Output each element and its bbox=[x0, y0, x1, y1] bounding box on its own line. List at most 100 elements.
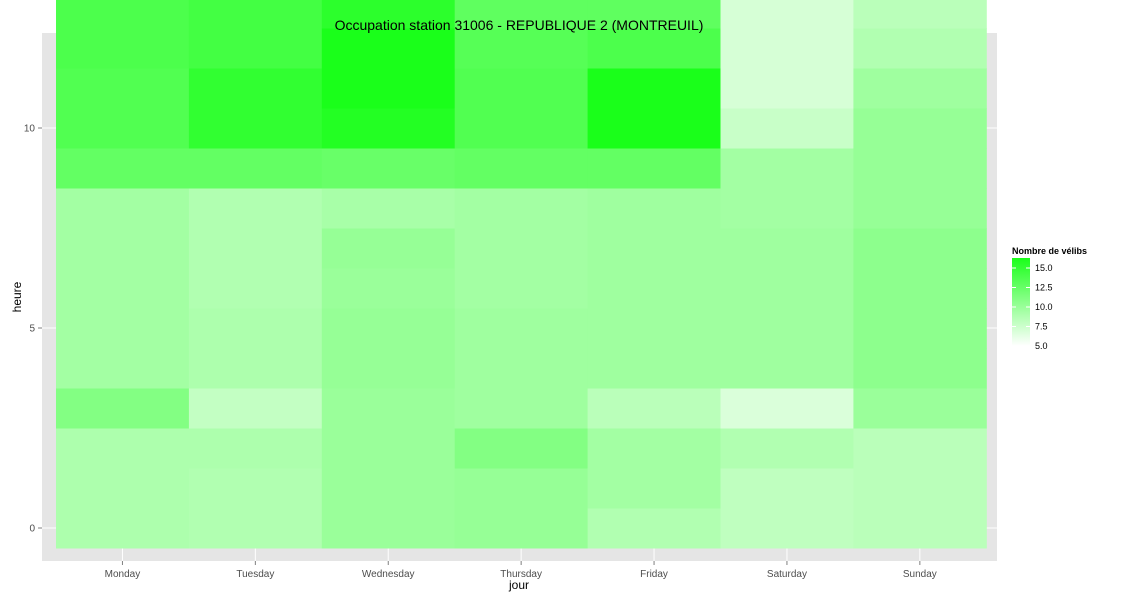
heatmap-cell bbox=[322, 68, 455, 109]
heatmap-cell bbox=[455, 148, 588, 189]
heatmap-cell bbox=[189, 308, 322, 349]
heatmap-cell bbox=[721, 28, 854, 69]
heatmap-cell bbox=[588, 428, 721, 469]
heatmap-cell bbox=[322, 188, 455, 229]
heatmap-cell bbox=[853, 428, 986, 469]
heatmap-cell bbox=[588, 308, 721, 349]
legend: Nombre de vélibs 5.07.510.012.515.0 bbox=[1012, 246, 1087, 351]
heatmap-cell bbox=[853, 108, 986, 149]
heatmap-cell bbox=[322, 228, 455, 269]
heatmap-cell bbox=[721, 148, 854, 189]
y-axis: 05101520 bbox=[24, 0, 42, 535]
heatmap-cell bbox=[189, 148, 322, 189]
heatmap-cell bbox=[721, 188, 854, 229]
heatmap-cell bbox=[322, 308, 455, 349]
heatmap-cell bbox=[588, 28, 721, 69]
heatmap-cell bbox=[455, 108, 588, 149]
x-tick-label: Monday bbox=[105, 569, 141, 580]
heatmap-cell bbox=[588, 188, 721, 229]
legend-label: 7.5 bbox=[1035, 322, 1048, 332]
heatmap-cell bbox=[853, 228, 986, 269]
heatmap-cell bbox=[721, 68, 854, 109]
heatmap-cell bbox=[56, 348, 189, 389]
heatmap-cell bbox=[56, 28, 189, 69]
heatmap-cell bbox=[455, 388, 588, 429]
heatmap-cell bbox=[721, 348, 854, 389]
x-tick-label: Friday bbox=[640, 569, 668, 580]
heatmap-cell bbox=[721, 308, 854, 349]
heatmap-cell bbox=[56, 228, 189, 269]
heatmap-cell bbox=[455, 428, 588, 469]
heatmap-cell bbox=[853, 348, 986, 389]
heatmap-cell bbox=[189, 348, 322, 389]
heatmap-cell bbox=[322, 148, 455, 189]
heatmap-cell bbox=[721, 388, 854, 429]
heatmap-cell bbox=[588, 228, 721, 269]
heatmap-cell bbox=[721, 468, 854, 509]
y-tick-label: 5 bbox=[29, 324, 35, 335]
heatmap-cell bbox=[322, 508, 455, 549]
heatmap-cell bbox=[455, 28, 588, 69]
heatmap-cell bbox=[189, 68, 322, 109]
heatmap-cell bbox=[853, 308, 986, 349]
heatmap-cell bbox=[455, 68, 588, 109]
heatmap-cell bbox=[189, 28, 322, 69]
heatmap-cell bbox=[322, 268, 455, 309]
heatmap-cell bbox=[189, 228, 322, 269]
heatmap-cell bbox=[455, 348, 588, 389]
heatmap-cell bbox=[588, 468, 721, 509]
legend-label: 15.0 bbox=[1035, 263, 1053, 273]
chart-title: Occupation station 31006 - REPUBLIQUE 2 … bbox=[335, 17, 704, 33]
heatmap-cell bbox=[189, 388, 322, 429]
x-tick-label: Tuesday bbox=[236, 569, 274, 580]
heatmap-cell bbox=[189, 508, 322, 549]
heatmap-cell bbox=[853, 468, 986, 509]
heatmap-cell bbox=[189, 108, 322, 149]
x-tick-label: Wednesday bbox=[362, 569, 415, 580]
legend-colorbar bbox=[1012, 258, 1030, 346]
x-tick-label: Saturday bbox=[767, 569, 807, 580]
heatmap-cell bbox=[56, 388, 189, 429]
heatmap-cell bbox=[853, 188, 986, 229]
heatmap-cell bbox=[56, 148, 189, 189]
heatmap-cell bbox=[455, 228, 588, 269]
heatmap-cell bbox=[455, 188, 588, 229]
heatmap-cell bbox=[56, 68, 189, 109]
heatmap-cell bbox=[853, 148, 986, 189]
y-tick-label: 10 bbox=[24, 124, 36, 135]
heatmap-cell bbox=[721, 228, 854, 269]
x-axis-title: jour bbox=[508, 578, 529, 592]
heatmap-cell bbox=[588, 508, 721, 549]
heatmap-cell bbox=[189, 188, 322, 229]
heatmap-cell bbox=[588, 68, 721, 109]
x-tick-label: Sunday bbox=[903, 569, 937, 580]
heatmap-cells bbox=[56, 0, 987, 549]
heatmap-cell bbox=[455, 508, 588, 549]
heatmap-cell bbox=[721, 508, 854, 549]
y-tick-label: 0 bbox=[29, 524, 35, 535]
y-axis-title: heure bbox=[10, 281, 24, 312]
heatmap-cell bbox=[455, 308, 588, 349]
heatmap-cell bbox=[588, 148, 721, 189]
heatmap-cell bbox=[588, 388, 721, 429]
heatmap-cell bbox=[322, 108, 455, 149]
legend-title: Nombre de vélibs bbox=[1012, 246, 1087, 256]
heatmap-cell bbox=[588, 108, 721, 149]
heatmap-cell bbox=[56, 508, 189, 549]
heatmap-cell bbox=[853, 68, 986, 109]
heatmap-cell bbox=[853, 388, 986, 429]
heatmap-cell bbox=[455, 468, 588, 509]
heatmap-cell bbox=[853, 268, 986, 309]
heatmap-cell bbox=[588, 268, 721, 309]
heatmap-cell bbox=[56, 0, 189, 29]
heatmap-cell bbox=[56, 308, 189, 349]
heatmap-cell bbox=[721, 428, 854, 469]
heatmap-cell bbox=[189, 0, 322, 29]
legend-label: 5.0 bbox=[1035, 341, 1048, 351]
heatmap-cell bbox=[322, 468, 455, 509]
heatmap-cell bbox=[189, 428, 322, 469]
heatmap-cell bbox=[56, 468, 189, 509]
heatmap-cell bbox=[189, 268, 322, 309]
legend-label: 12.5 bbox=[1035, 283, 1053, 293]
